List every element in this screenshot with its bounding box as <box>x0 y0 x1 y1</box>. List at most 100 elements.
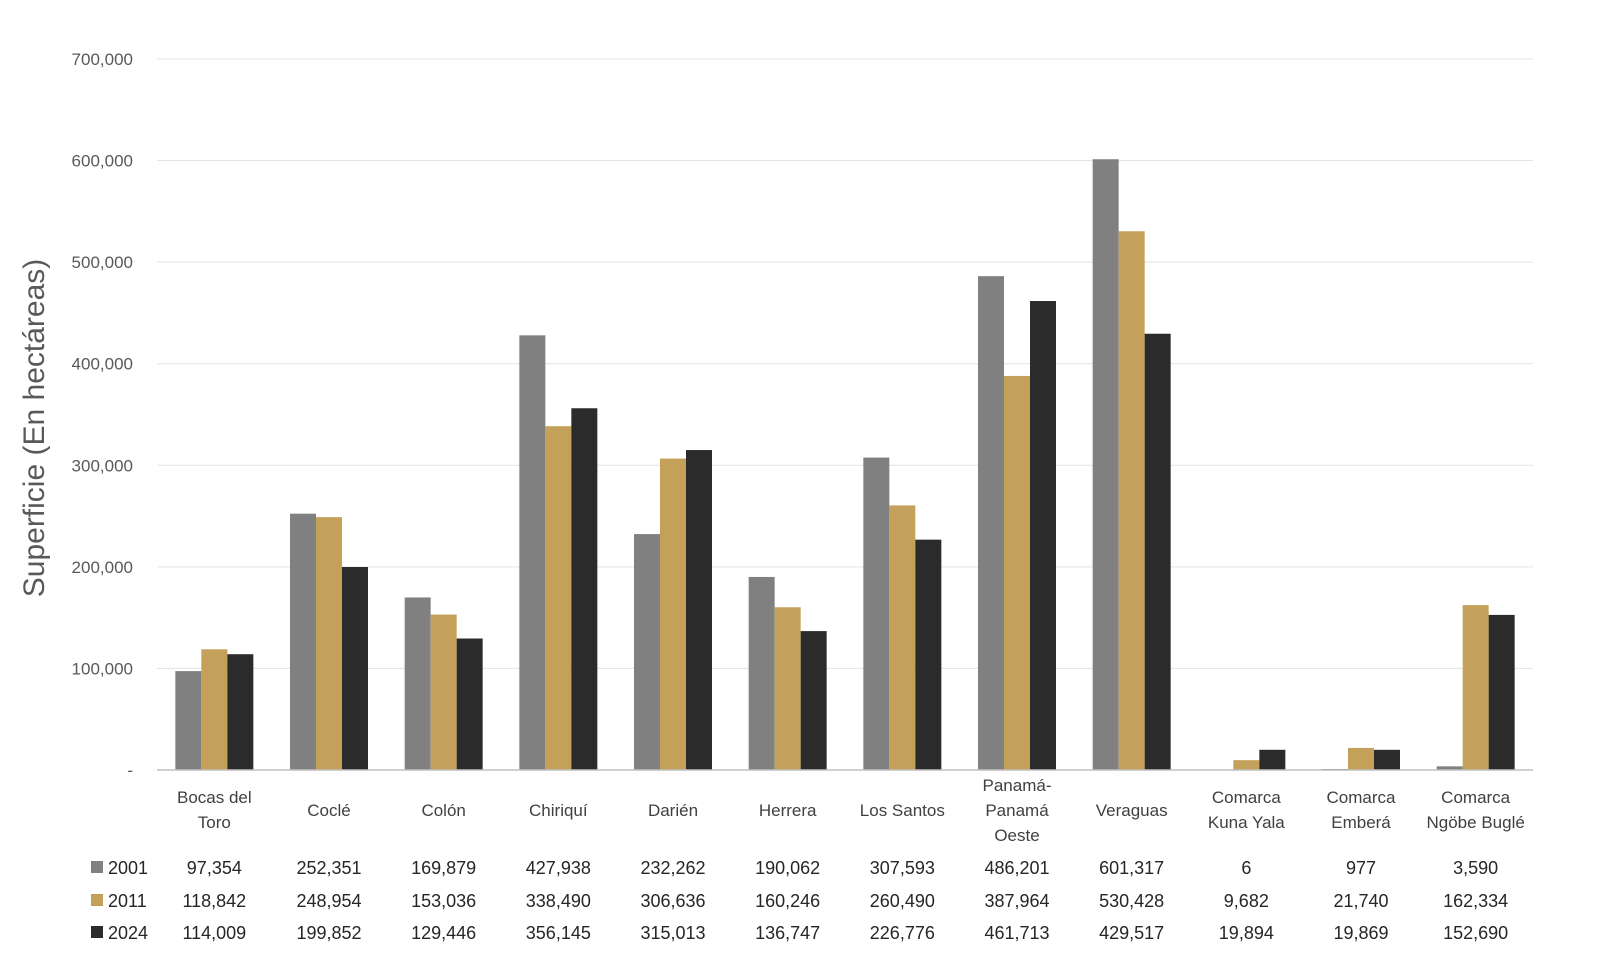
bar-2024 <box>1488 614 1515 770</box>
data-label: 530,428 <box>1099 891 1164 911</box>
data-label: 306,636 <box>640 891 705 911</box>
bar-2011 <box>1118 231 1145 771</box>
data-label: 129,446 <box>411 923 476 943</box>
data-label: 114,009 <box>182 923 246 943</box>
data-label: 429,517 <box>1099 923 1164 943</box>
y-tick-label: 100,000 <box>72 659 133 678</box>
category-label: Oeste <box>994 826 1039 845</box>
data-label: 19,894 <box>1219 923 1274 943</box>
data-label: 3,590 <box>1453 858 1498 878</box>
bar-2011 <box>1348 747 1374 770</box>
category-label: Ngöbe Buglé <box>1427 813 1525 832</box>
data-table: 2001 97,354 252,351 169,879 427,938 232,262 19… <box>91 858 1508 943</box>
category-label: Coclé <box>307 801 350 820</box>
data-label: 601,317 <box>1099 858 1164 878</box>
data-label: 162,334 <box>1443 891 1508 911</box>
data-label: 226,776 <box>870 923 935 943</box>
data-label: 248,954 <box>296 891 361 911</box>
bar-2001 <box>404 597 431 770</box>
category-label: Los Santos <box>860 801 945 820</box>
data-label: 169,879 <box>411 858 476 878</box>
bar-2024 <box>686 450 712 770</box>
data-label: 338,490 <box>526 891 591 911</box>
data-label: 260,490 <box>870 891 935 911</box>
data-label: 977 <box>1346 858 1376 878</box>
data-label: 6 <box>1241 858 1251 878</box>
data-label: 232,262 <box>640 858 705 878</box>
y-tick-label: - <box>127 761 133 780</box>
bar-2011 <box>1004 375 1030 770</box>
bar-2024 <box>342 567 368 770</box>
data-label: 160,246 <box>755 891 820 911</box>
bar-2011 <box>889 505 916 770</box>
bar-2011 <box>545 426 572 770</box>
bars <box>175 159 1515 771</box>
category-labels: Bocas del Toro Coclé Colón Chiriquí Darién Her… <box>177 776 1525 845</box>
category-label: Herrera <box>759 801 817 820</box>
bar-2011 <box>774 607 801 770</box>
data-label: 427,938 <box>526 858 591 878</box>
bar-2001 <box>519 335 546 770</box>
gridlines <box>157 58 1533 669</box>
bar-2001 <box>290 513 316 770</box>
bar-2024 <box>800 631 827 770</box>
legend-label: 2001 <box>108 858 148 878</box>
legend-label: 2011 <box>108 891 147 911</box>
data-label: 97,354 <box>187 858 242 878</box>
data-label: 356,145 <box>526 923 591 943</box>
data-label: 21,740 <box>1333 891 1388 911</box>
bar-2024 <box>915 539 942 770</box>
bar-2001 <box>863 457 890 770</box>
bar-2011 <box>1462 605 1489 770</box>
category-label: Kuna Yala <box>1208 813 1285 832</box>
bar-2001 <box>978 276 1004 770</box>
y-axis-label: Superficie (En hectáreas) <box>18 259 51 598</box>
bar-2024 <box>456 638 483 770</box>
bar-2024 <box>227 654 254 770</box>
bar-2011 <box>660 458 686 770</box>
y-axis-ticks: - 100,000 200,000 300,000 400,000 500,000 600,… <box>72 50 133 780</box>
y-tick-label: 600,000 <box>72 152 133 171</box>
data-label: 387,964 <box>984 891 1049 911</box>
data-label: 9,682 <box>1224 891 1269 911</box>
y-tick-label: 500,000 <box>72 253 133 272</box>
data-label: 461,713 <box>984 923 1049 943</box>
category-label: Emberá <box>1331 813 1391 832</box>
y-tick-label: 200,000 <box>72 558 133 577</box>
bar-2001 <box>175 671 202 770</box>
bar-2024 <box>1144 333 1171 770</box>
bar-2024 <box>1030 301 1056 770</box>
category-label: Comarca <box>1327 788 1397 807</box>
bar-2024 <box>571 408 598 770</box>
data-label: 152,690 <box>1443 923 1508 943</box>
category-label: Toro <box>198 813 231 832</box>
data-label: 136,747 <box>755 923 820 943</box>
category-label: Darién <box>648 801 698 820</box>
data-label: 199,852 <box>296 923 361 943</box>
bar-2011 <box>430 614 457 770</box>
data-label: 252,351 <box>296 858 361 878</box>
y-tick-label: 300,000 <box>72 456 133 475</box>
bar-2001 <box>634 534 660 770</box>
legend-swatch-2024 <box>91 926 103 938</box>
data-label: 19,869 <box>1333 923 1388 943</box>
category-label: Chiriquí <box>529 801 588 820</box>
y-tick-label: 400,000 <box>72 355 133 374</box>
bar-2024 <box>1259 749 1286 770</box>
legend-swatch-2011 <box>91 894 103 906</box>
data-label: 153,036 <box>411 891 476 911</box>
category-label: Veraguas <box>1096 801 1168 820</box>
data-label: 486,201 <box>984 858 1049 878</box>
bar-2011 <box>1233 760 1260 770</box>
bar-2011 <box>201 649 228 770</box>
category-label: Comarca <box>1212 788 1282 807</box>
bar-2001 <box>1436 766 1463 770</box>
legend-swatch-2001 <box>91 861 103 873</box>
category-label: Bocas del <box>177 788 252 807</box>
data-label: 307,593 <box>870 858 935 878</box>
category-label: Comarca <box>1441 788 1511 807</box>
data-label: 190,062 <box>755 858 820 878</box>
bar-2024 <box>1374 749 1400 770</box>
bar-2001 <box>1092 159 1119 770</box>
